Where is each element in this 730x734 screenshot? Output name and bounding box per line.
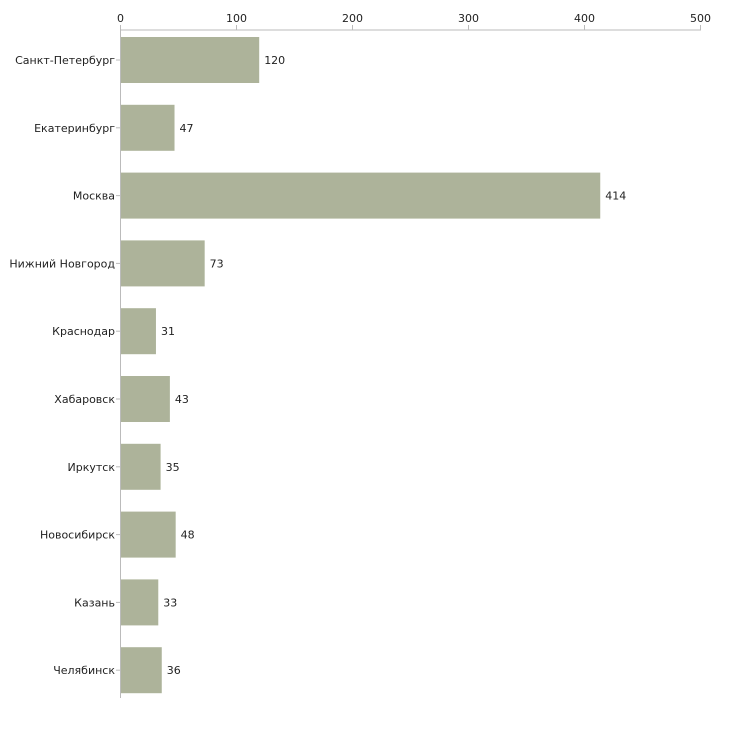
category-label: Санкт-Петербург <box>15 54 115 67</box>
x-tick-label: 400 <box>574 12 595 25</box>
bars-group <box>121 37 601 694</box>
bar <box>121 104 175 151</box>
y-axis <box>116 30 121 698</box>
bar <box>121 240 205 287</box>
bar <box>121 511 176 558</box>
x-tick-label: 200 <box>342 12 363 25</box>
value-label: 36 <box>167 664 181 677</box>
x-axis: 0 100 200 300 400 500 <box>117 12 711 31</box>
value-label: 48 <box>181 529 195 542</box>
value-label: 35 <box>166 461 180 474</box>
x-tick-label: 100 <box>226 12 247 25</box>
value-label: 33 <box>163 596 177 609</box>
x-tick-label: 300 <box>458 12 479 25</box>
category-labels: Санкт-Петербург Екатеринбург Москва Нижний … <box>9 54 115 677</box>
value-labels: 120 47 414 73 31 43 35 48 33 36 <box>161 54 626 677</box>
bar <box>121 308 156 355</box>
bar <box>121 647 162 694</box>
category-label: Хабаровск <box>54 393 115 406</box>
x-tick-label: 500 <box>690 12 711 25</box>
category-label: Казань <box>74 596 115 609</box>
value-label: 120 <box>264 54 285 67</box>
value-label: 43 <box>175 393 189 406</box>
value-label: 31 <box>161 325 175 338</box>
category-label: Новосибирск <box>40 529 115 542</box>
bar <box>121 172 601 219</box>
bar <box>121 443 161 490</box>
bar <box>121 579 159 626</box>
value-label: 73 <box>210 257 224 270</box>
value-label: 414 <box>605 190 626 203</box>
category-label: Иркутск <box>68 461 116 474</box>
value-label: 47 <box>180 122 194 135</box>
category-label: Екатеринбург <box>34 122 115 135</box>
x-tick-label: 0 <box>117 12 124 25</box>
category-label: Челябинск <box>53 664 115 677</box>
bar <box>121 37 260 83</box>
category-label: Краснодар <box>52 325 115 338</box>
bar <box>121 376 170 422</box>
category-label: Нижний Новгород <box>9 257 115 270</box>
category-label: Москва <box>73 190 115 203</box>
